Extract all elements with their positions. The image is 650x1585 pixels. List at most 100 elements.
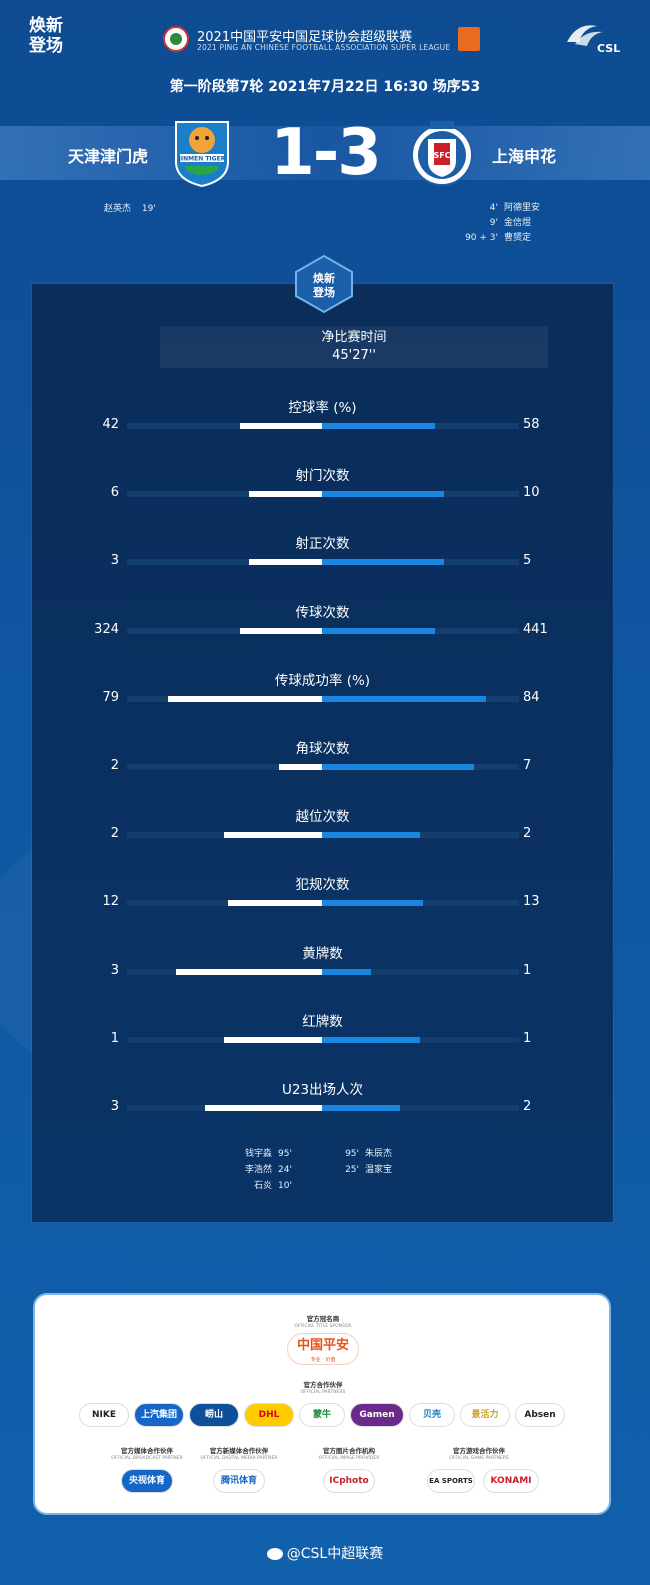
stat-row: 角球次数 2 7 (32, 737, 613, 797)
player-minute: 10' (278, 1181, 292, 1191)
scorer-minute: 9' (489, 218, 498, 228)
home-value: 324 (94, 621, 119, 637)
net-time-value: 45'27'' (332, 348, 376, 363)
player-name: 钱宇淼 (244, 1149, 272, 1159)
stat-label: 射正次数 (295, 536, 350, 553)
u23-row: 95' 朱辰杰 (345, 1146, 392, 1162)
home-value: 3 (110, 962, 119, 978)
home-bar (224, 1036, 322, 1043)
scorer-name: 阿德里安 (504, 203, 541, 213)
away-value: 5 (523, 553, 532, 569)
u23-home-list: 钱宇淼 95' 李浩然 24' 石炎 10' (232, 1146, 298, 1194)
u23-row: 李浩然 24' (232, 1162, 298, 1178)
home-value: 1 (110, 1030, 119, 1046)
home-team-name: 天津津门虎 (68, 147, 149, 166)
stat-row: U23出场人次 3 2 (32, 1078, 613, 1138)
svg-text:CSL: CSL (597, 42, 620, 55)
net-time-label: 净比赛时间 (321, 330, 387, 345)
partner-logo-mengniu: 蒙牛 (299, 1403, 345, 1427)
player-minute: 25' (345, 1165, 359, 1175)
away-value: 1 (523, 962, 532, 978)
player-name: 朱辰杰 (365, 1149, 393, 1159)
partner-logo-nike: NIKE (79, 1403, 129, 1427)
stat-label: 控球率 (%) (288, 400, 357, 416)
away-team-crest: SFC (410, 117, 474, 189)
scorer-row: 90 + 3' 曹赟定 (462, 231, 540, 246)
home-bar (279, 764, 322, 770)
away-bar (322, 1036, 420, 1043)
stat-label: 传球成功率 (%) (274, 672, 371, 689)
stat-label: 黄牌数 (302, 945, 343, 962)
home-bar (240, 627, 322, 634)
away-bar (322, 764, 474, 770)
svg-text:SFC: SFC (433, 151, 450, 160)
player-minute: 24' (278, 1165, 292, 1175)
home-value: 2 (110, 826, 119, 842)
csl-logo: CSL (563, 20, 627, 56)
away-bar (322, 695, 486, 702)
stats-panel: 净比赛时间 45'27'' 控球率 (%) 42 58 射门次数 6 10 射正次数 3 5 传球… (32, 284, 613, 1222)
home-value: 42 (102, 417, 119, 432)
away-value: 58 (523, 417, 540, 432)
partner-logo-beike: 贝壳 (409, 1403, 455, 1427)
stat-label: 红牌数 (302, 1013, 343, 1030)
net-time-box: 净比赛时间 45'27'' (160, 326, 548, 368)
campaign-logo: 焕新 登场 (29, 16, 63, 56)
league-title: 2021中国平安中国足球协会超级联赛 (197, 30, 413, 45)
player-minute: 95' (278, 1149, 292, 1159)
image-heading: 官方图片合作机构 OFFICIAL IMAGE PROVIDER (318, 1447, 380, 1461)
sponsor-card: 官方冠名商 OFFICIAL TITLE SPONSOR 中国平安 专业 · 价值 … (33, 1293, 611, 1515)
final-score: 1-3 (270, 116, 382, 190)
home-value: 3 (110, 553, 119, 569)
away-value: 2 (523, 1099, 532, 1114)
stat-label: 角球次数 (295, 741, 350, 757)
home-value: 3 (110, 1099, 119, 1114)
stat-row: 红牌数 1 1 (32, 1010, 613, 1070)
player-name: 李浩然 (244, 1165, 272, 1175)
partner-logo-saic: 上汽集团 (134, 1403, 184, 1427)
away-value: 84 (523, 689, 540, 705)
away-value: 2 (523, 826, 532, 842)
away-value: 7 (523, 758, 532, 773)
broadcast-logo: 央视体育 (121, 1469, 173, 1493)
u23-away-list: 95' 朱辰杰 25' 温家宝 (345, 1146, 392, 1178)
partner-logo-gamen: Gamen (350, 1403, 404, 1427)
home-bar (249, 491, 322, 498)
u23-row: 钱宇淼 95' (232, 1146, 298, 1162)
away-scorers: 4' 阿德里安 9' 金信煜 90 + 3' 曹赟定 (462, 201, 540, 246)
u23-row: 25' 温家宝 (345, 1162, 392, 1178)
stat-label: 越位次数 (295, 809, 350, 826)
away-bar (322, 1105, 400, 1111)
scorer-name: 赵英杰 (104, 204, 132, 214)
home-bar (224, 832, 322, 839)
stat-row: 传球成功率 (%) 79 84 (32, 669, 613, 729)
home-bar (249, 559, 322, 566)
stat-row: 控球率 (%) 42 58 (32, 396, 613, 456)
cfa-badge-icon (163, 26, 189, 52)
scorer-name: 曹赟定 (504, 233, 532, 243)
away-value: 13 (523, 894, 540, 910)
stat-label: 传球次数 (295, 604, 350, 621)
away-bar (322, 423, 435, 429)
stat-label: 犯规次数 (295, 877, 350, 894)
image-logo: ICphoto (323, 1469, 375, 1493)
weibo-text: @CSL中超联赛 (286, 1546, 384, 1562)
player-name: 温家宝 (365, 1165, 393, 1175)
partner-logo-absen: Absen (515, 1403, 565, 1427)
sponsor-badge-icon (458, 27, 480, 51)
svg-text:JINMEN TIGER: JINMEN TIGER (178, 156, 226, 163)
home-value: 2 (110, 758, 119, 773)
home-value: 6 (110, 485, 119, 501)
stat-row: 黄牌数 3 1 (32, 942, 613, 1002)
digital-heading: 官方新媒体合作伙伴 OFFICIAL DIGITAL MEDIA PARTNER (200, 1447, 278, 1461)
game-logo-konami: KONAMI (483, 1469, 539, 1493)
away-bar (322, 559, 444, 566)
stat-row: 越位次数 2 2 (32, 805, 613, 865)
svg-text:登场: 登场 (312, 285, 335, 299)
campaign-emblem: 焕新 登场 (292, 254, 356, 314)
u23-row: 石炎 10' (232, 1178, 298, 1194)
partner-logo-dhl: DHL (244, 1403, 294, 1427)
home-value: 79 (102, 689, 119, 705)
stat-label: U23出场人次 (281, 1082, 364, 1098)
home-bar (168, 695, 322, 702)
